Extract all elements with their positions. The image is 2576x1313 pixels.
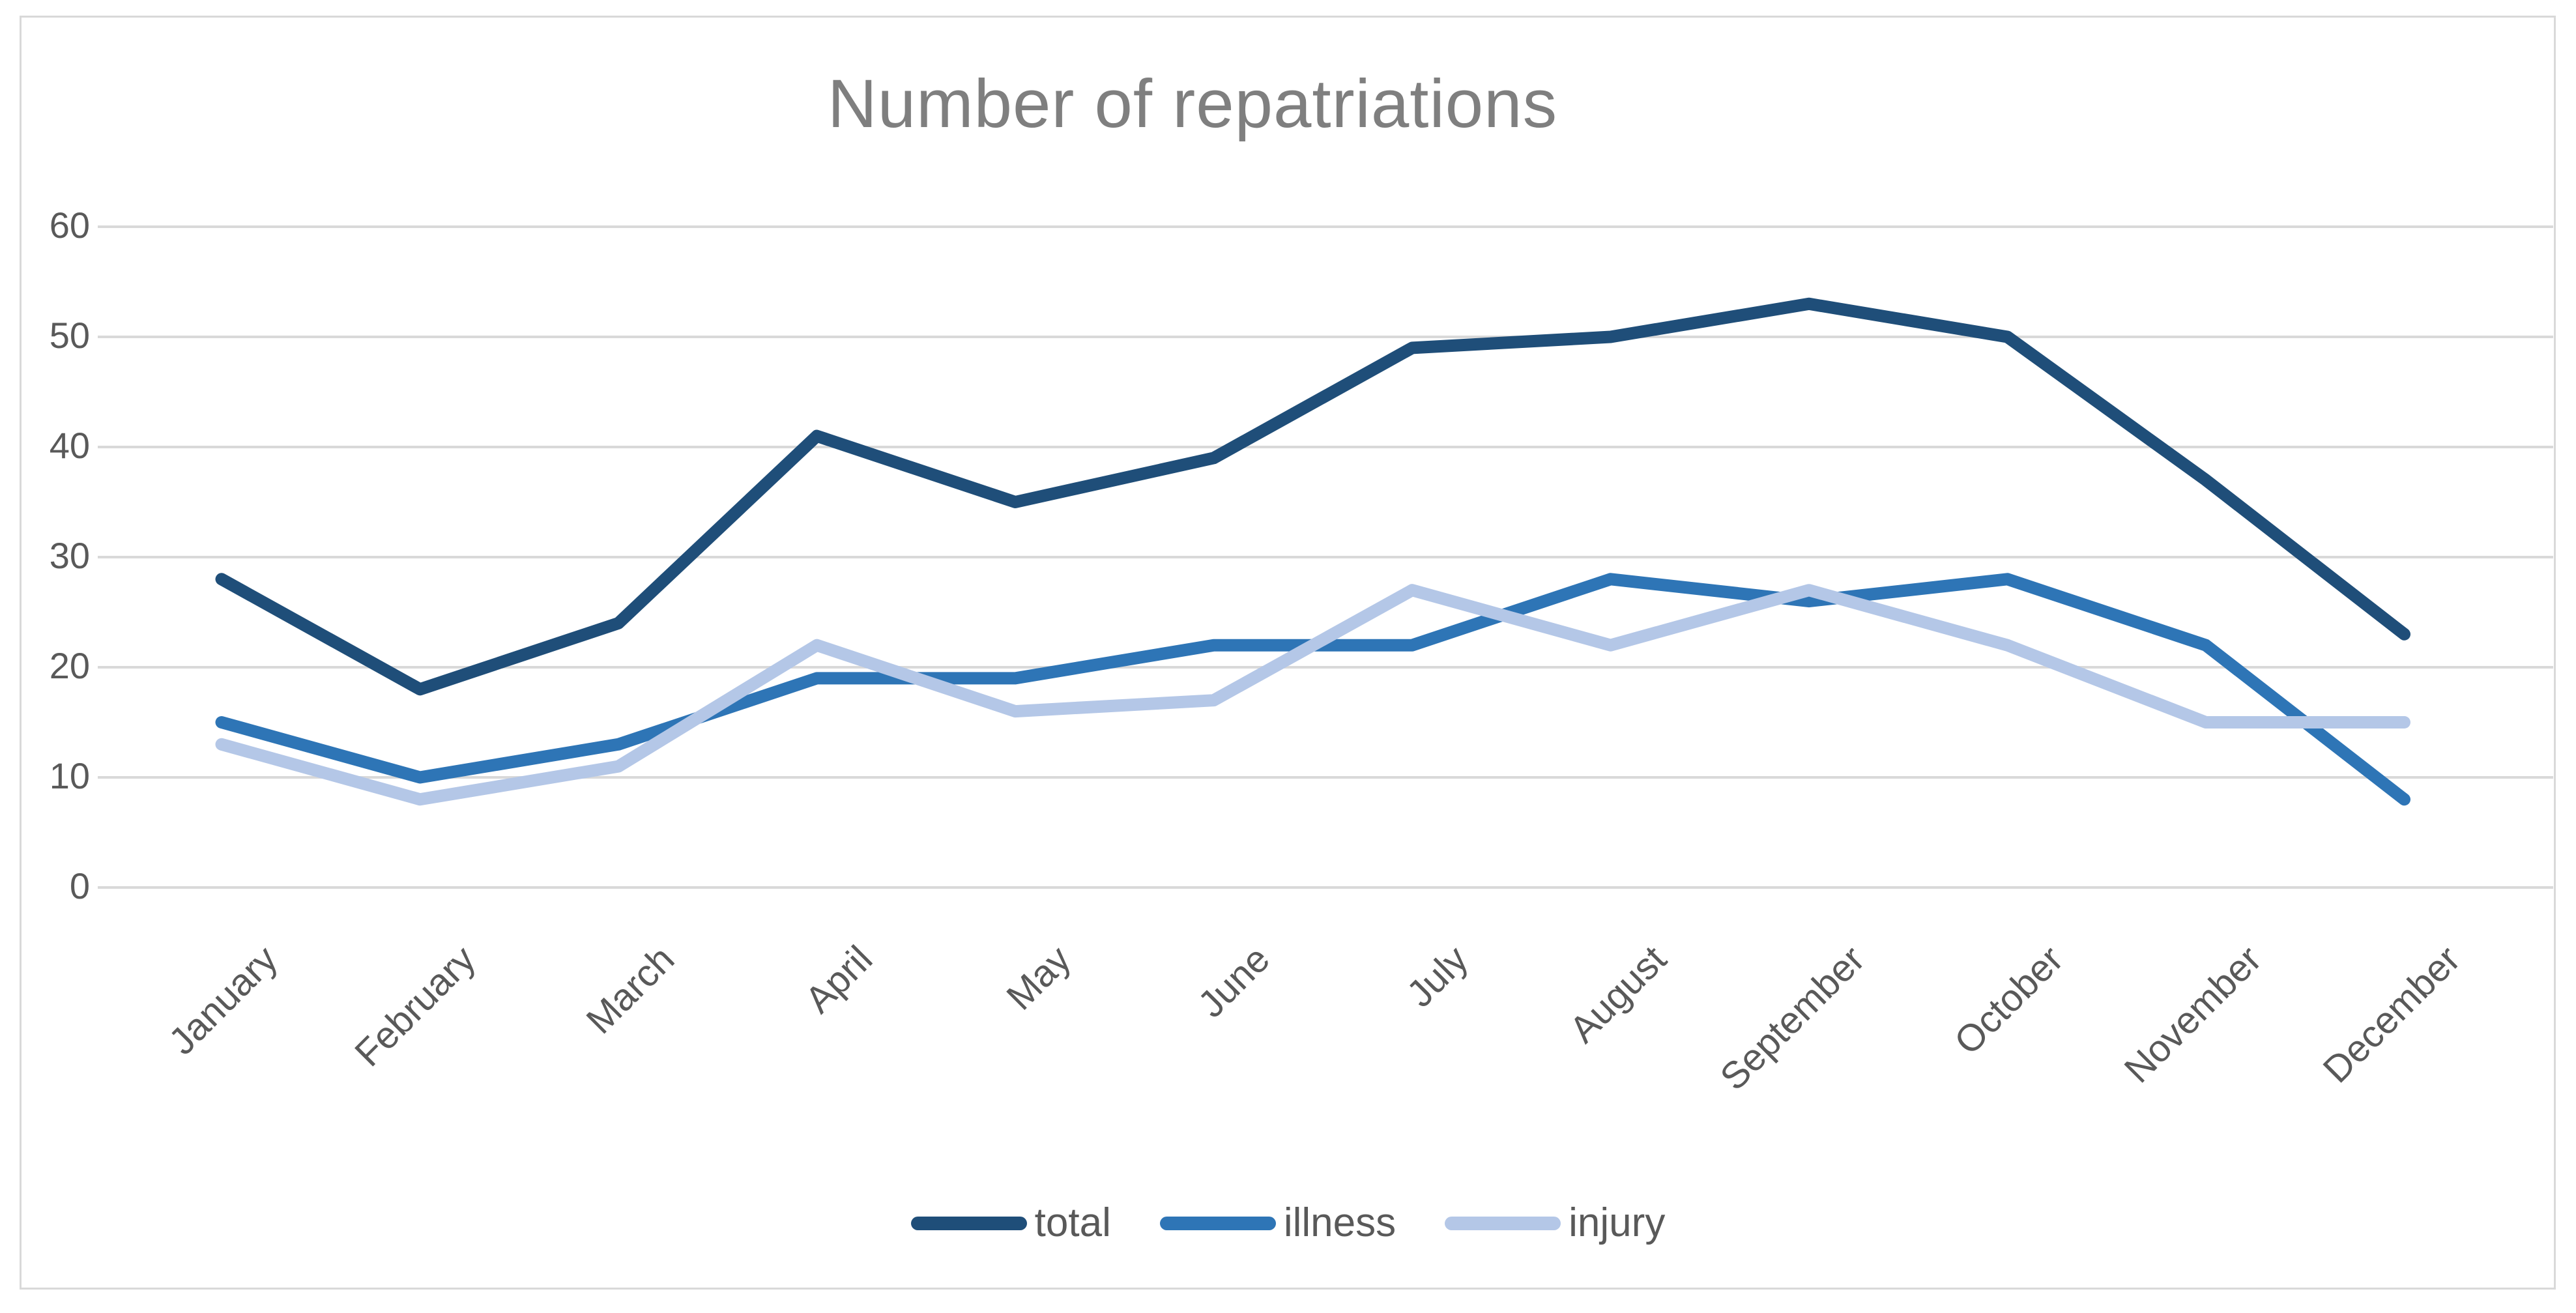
y-tick-label-10: 10 — [49, 755, 90, 796]
legend-item-illness: illness — [1159, 1200, 1397, 1245]
chart-title: Number of repatriations — [827, 66, 1558, 142]
series-line-total — [215, 297, 2410, 696]
legend-item-injury: injury — [1445, 1203, 1665, 1243]
legend-label-illness: illness — [1283, 1200, 1397, 1245]
y-tick-label-30: 30 — [49, 535, 90, 576]
legend-item-total: total — [910, 1200, 1111, 1245]
series-line-injury — [215, 584, 2410, 806]
y-tick-label-50: 50 — [49, 315, 90, 356]
legend-swatch-total — [910, 1216, 1027, 1230]
y-tick-label-20: 20 — [49, 645, 90, 686]
series-line-illness — [215, 573, 2410, 806]
legend-swatch-injury — [1445, 1216, 1561, 1230]
legend-label-total: total — [1034, 1200, 1111, 1245]
legend-swatch-illness — [1159, 1216, 1276, 1230]
y-tick-label-0: 0 — [69, 865, 90, 906]
y-tick-label-60: 60 — [49, 205, 90, 246]
y-tick-label-40: 40 — [49, 425, 90, 466]
chart-border — [20, 16, 2556, 1290]
legend-label-injury: injury — [1569, 1200, 1666, 1245]
legend: total illness injury — [0, 1187, 2576, 1259]
